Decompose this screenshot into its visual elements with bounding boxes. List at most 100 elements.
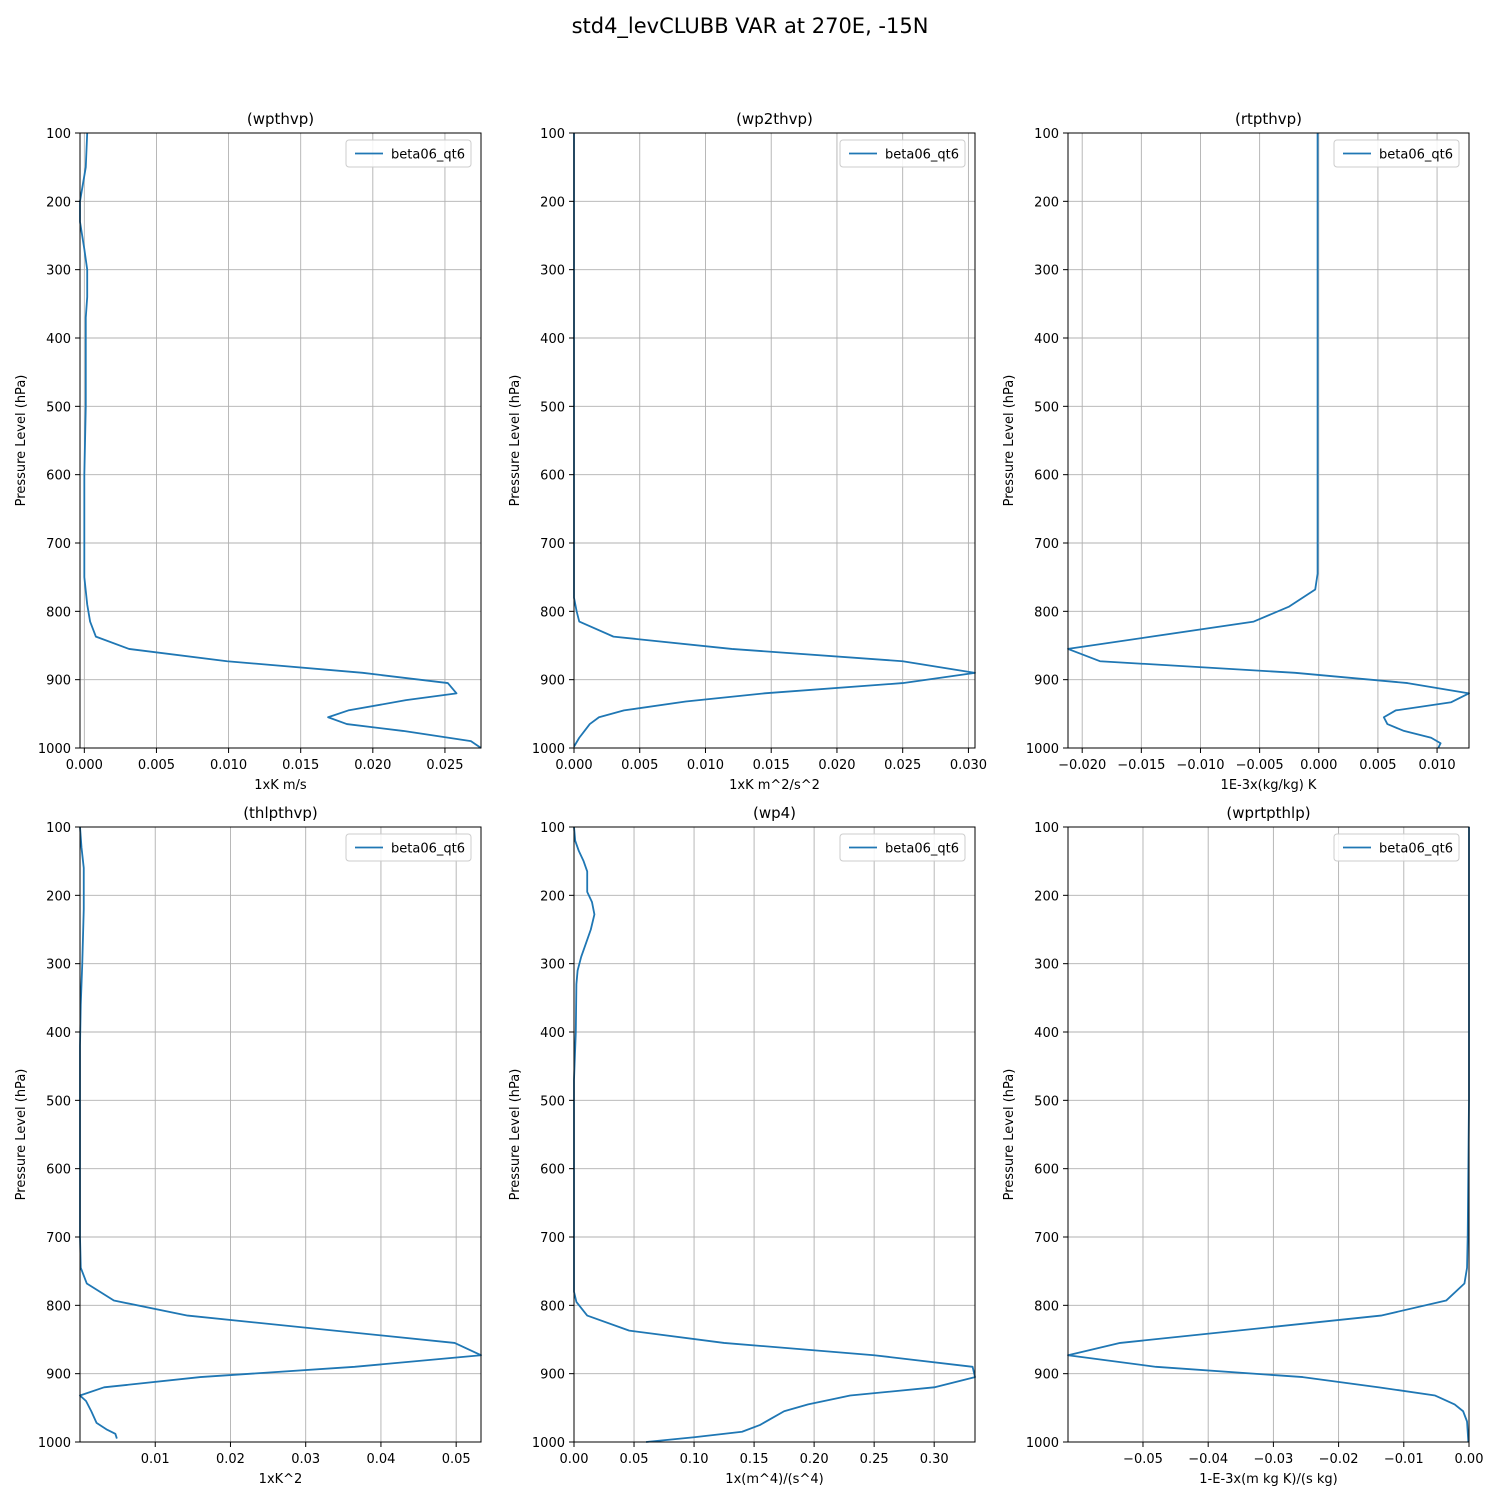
x-tick-label: 0.025 <box>426 758 463 773</box>
y-tick-label: 100 <box>1034 821 1059 836</box>
y-tick-label: 1000 <box>38 742 71 757</box>
x-tick-label: 0.03 <box>291 1452 320 1467</box>
x-axis-label: 1xK m/s <box>254 778 307 793</box>
y-tick-label: 600 <box>46 469 71 484</box>
y-tick-label: 800 <box>46 605 71 620</box>
legend-box <box>345 139 472 168</box>
y-tick-label: 400 <box>46 332 71 347</box>
x-tick-label: −0.020 <box>1058 758 1106 773</box>
y-tick-label: 300 <box>540 264 565 279</box>
y-axis-label: Pressure Level (hPa) <box>508 375 523 507</box>
y-tick-label: 500 <box>1034 400 1059 415</box>
y-tick-label: 800 <box>1034 1299 1059 1314</box>
y-tick-label: 800 <box>46 1299 71 1314</box>
y-tick-label: 400 <box>46 1026 71 1041</box>
x-tick-label: 0.015 <box>282 758 319 773</box>
y-tick-label: 1000 <box>38 1436 71 1451</box>
x-tick-label: 0.20 <box>800 1452 829 1467</box>
x-axis-label: 1-E-3x(m kg K)/(s kg) <box>1199 1472 1337 1487</box>
y-tick-label: 100 <box>1034 127 1059 142</box>
legend-box <box>345 833 472 862</box>
y-tick-label: 1000 <box>1026 742 1059 757</box>
y-tick-label: 900 <box>46 1368 71 1383</box>
y-tick-label: 200 <box>540 195 565 210</box>
legend-box <box>1333 833 1460 862</box>
y-axis-label: Pressure Level (hPa) <box>508 1069 523 1201</box>
y-axis-label: Pressure Level (hPa) <box>14 1069 29 1201</box>
y-tick-label: 400 <box>540 332 565 347</box>
y-tick-label: 700 <box>540 1231 565 1246</box>
subplot-title: (rtpthvp) <box>1235 110 1302 128</box>
y-tick-label: 800 <box>540 605 565 620</box>
y-tick-label: 200 <box>1034 195 1059 210</box>
subplot-title: (wprtpthlp) <box>1226 804 1310 822</box>
y-tick-label: 200 <box>46 195 71 210</box>
figure-title: std4_levCLUBB VAR at 270E, -15N <box>571 14 929 38</box>
subplot-3: −0.020 −0.015 −0.010 −0.005 0.000 0.005 0.010 1… <box>1002 110 1470 793</box>
y-tick-label: 500 <box>540 1094 565 1109</box>
x-tick-label: 0.030 <box>950 758 987 773</box>
legend-box <box>839 139 966 168</box>
y-tick-label: 100 <box>540 821 565 836</box>
x-axis-label: 1E-3x(kg/kg) K <box>1221 778 1317 793</box>
x-axis-label: 1xK m^2/s^2 <box>729 778 820 793</box>
x-tick-label: −0.010 <box>1176 758 1224 773</box>
x-tick-label: 0.020 <box>818 758 855 773</box>
y-axis-label: Pressure Level (hPa) <box>1002 375 1017 507</box>
x-tick-label: 0.05 <box>620 1452 649 1467</box>
series-line <box>79 826 482 1439</box>
x-tick-label: −0.015 <box>1117 758 1165 773</box>
x-tick-label: −0.02 <box>1319 1452 1359 1467</box>
subplot-4: 0.01 0.02 0.03 0.04 0.05 100 200 300 400 500 600 70… <box>14 804 482 1487</box>
y-axis-label: Pressure Level (hPa) <box>14 375 29 507</box>
axes-frame <box>79 826 482 1443</box>
axes-frame <box>573 132 976 749</box>
y-tick-label: 500 <box>46 1094 71 1109</box>
y-tick-label: 1000 <box>532 1436 565 1451</box>
subplot-title: (wpthvp) <box>247 110 314 128</box>
y-tick-label: 200 <box>46 889 71 904</box>
x-tick-label: 0.04 <box>366 1452 395 1467</box>
x-tick-label: 0.005 <box>138 758 175 773</box>
x-tick-label: 0.020 <box>354 758 391 773</box>
legend-label: beta06_qt6 <box>391 842 465 857</box>
x-tick-label: 0.000 <box>555 758 592 773</box>
y-tick-label: 900 <box>540 1368 565 1383</box>
y-tick-label: 700 <box>540 537 565 552</box>
x-axis-label: 1x(m^4)/(s^4) <box>725 1472 823 1487</box>
legend-box <box>1333 139 1460 168</box>
y-tick-label: 300 <box>1034 264 1059 279</box>
subplot-1: 0.000 0.005 0.010 0.015 0.020 0.025 100 200 300 4… <box>14 110 482 793</box>
x-tick-label: 0.10 <box>680 1452 709 1467</box>
x-tick-label: 0.00 <box>560 1452 589 1467</box>
legend-label: beta06_qt6 <box>885 842 959 857</box>
subplot-title: (wp4) <box>753 804 796 822</box>
x-tick-label: 0.00 <box>1455 1452 1484 1467</box>
y-tick-label: 700 <box>1034 1231 1059 1246</box>
y-tick-label: 100 <box>46 821 71 836</box>
x-tick-label: 0.010 <box>687 758 724 773</box>
y-tick-label: 900 <box>540 674 565 689</box>
x-tick-label: 0.010 <box>1418 758 1455 773</box>
y-tick-label: 1000 <box>1026 1436 1059 1451</box>
legend-label: beta06_qt6 <box>1379 148 1453 163</box>
series-line <box>573 133 976 748</box>
y-tick-label: 600 <box>1034 469 1059 484</box>
x-tick-label: 0.30 <box>920 1452 949 1467</box>
y-tick-label: 500 <box>46 400 71 415</box>
y-tick-label: 600 <box>1034 1163 1059 1178</box>
y-tick-label: 600 <box>540 469 565 484</box>
axes-frame <box>1067 826 1470 1443</box>
x-tick-label: 0.05 <box>442 1452 471 1467</box>
y-tick-label: 100 <box>540 127 565 142</box>
y-tick-label: 900 <box>1034 674 1059 689</box>
x-tick-label: 0.000 <box>1300 758 1337 773</box>
x-tick-label: 0.015 <box>753 758 790 773</box>
x-tick-label: −0.05 <box>1123 1452 1163 1467</box>
subplot-2: 0.000 0.005 0.010 0.015 0.020 0.025 0.030 100 20… <box>508 110 987 793</box>
x-tick-label: 0.25 <box>860 1452 889 1467</box>
subplot-6: −0.05 −0.04 −0.03 −0.02 −0.01 0.00 100 200 300 40… <box>1002 804 1483 1487</box>
y-tick-label: 300 <box>540 958 565 973</box>
x-tick-label: 0.005 <box>1359 758 1396 773</box>
subplot-title: (wp2thvp) <box>736 110 813 128</box>
